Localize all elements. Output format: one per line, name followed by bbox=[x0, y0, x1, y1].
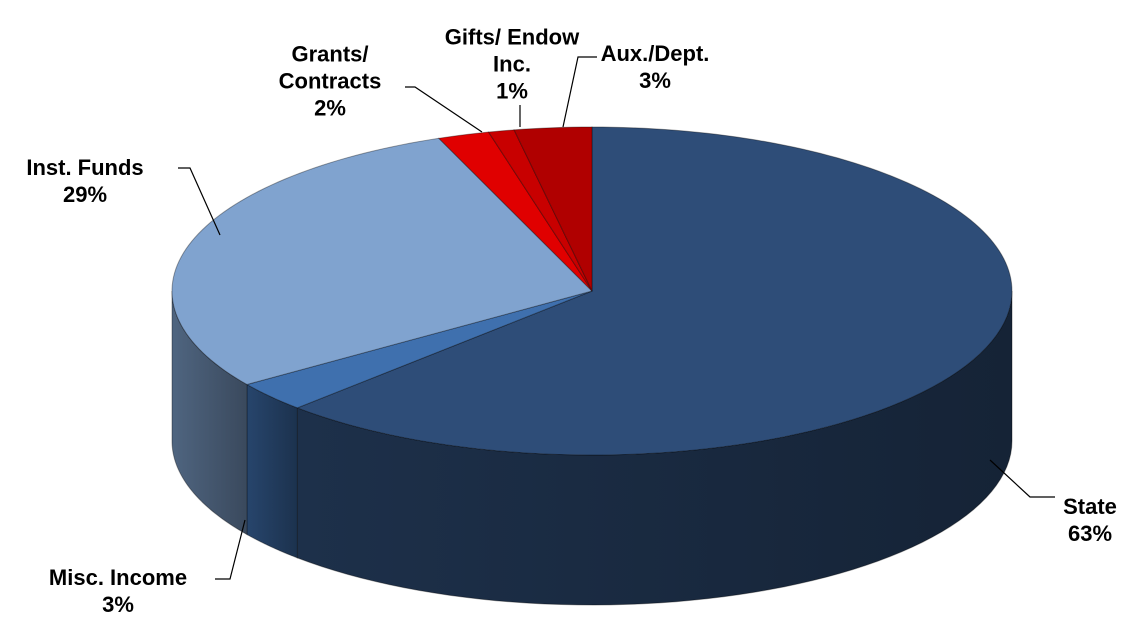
slice-label: Gifts/ Endow Inc. 1% bbox=[427, 24, 597, 105]
slice-label: Grants/ Contracts 2% bbox=[255, 41, 405, 122]
slice-label: Inst. Funds 29% bbox=[0, 154, 185, 208]
value-label: 29% bbox=[62, 182, 108, 207]
value-label: 3% bbox=[102, 592, 134, 617]
slice-label: Aux./Dept. 3% bbox=[575, 40, 735, 94]
pie-slice bbox=[437, 131, 593, 292]
category-label: Inst. Funds bbox=[26, 155, 144, 180]
category-label: Aux./Dept. bbox=[600, 41, 710, 66]
leader-line bbox=[405, 86, 483, 133]
category-label: Misc. Income bbox=[48, 565, 188, 590]
value-label: 63% bbox=[1067, 521, 1113, 546]
category-label: State bbox=[1063, 494, 1117, 519]
pie-slice bbox=[245, 290, 593, 409]
value-label: 2% bbox=[314, 95, 346, 121]
pie-slice bbox=[171, 137, 593, 386]
pie-side bbox=[246, 383, 298, 559]
slice-label: State 63% bbox=[1030, 493, 1132, 547]
leader-line bbox=[562, 56, 597, 128]
pie-slice bbox=[513, 126, 593, 292]
value-label: 1% bbox=[496, 78, 528, 104]
slice-label: Misc. Income 3% bbox=[0, 564, 238, 618]
category-label: Gifts/ Endow Inc. bbox=[444, 24, 580, 77]
pie-slice bbox=[487, 129, 593, 292]
value-label: 3% bbox=[639, 68, 671, 93]
leader-line bbox=[215, 519, 246, 580]
pie-slice bbox=[295, 126, 1013, 456]
leader-line bbox=[178, 167, 221, 236]
pie-side bbox=[171, 290, 248, 536]
leader-line bbox=[989, 459, 1055, 498]
category-label: Grants/ Contracts bbox=[278, 41, 382, 94]
